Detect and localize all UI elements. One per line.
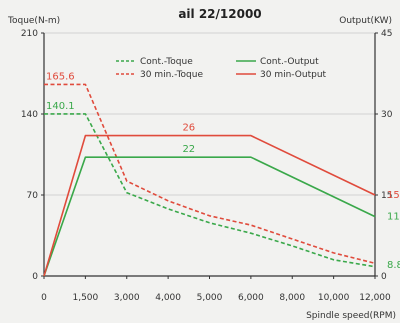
- y-right-tick-label: 15: [381, 191, 392, 201]
- legend: Cont.-Toque 30 min.-Toque Cont.-Output 30 m…: [116, 57, 327, 80]
- data-label: 22: [182, 144, 195, 155]
- y-left-tick-label: 70: [27, 191, 39, 201]
- y-right-tick-label: 45: [381, 29, 392, 39]
- legend-label: 30 min.-Toque: [140, 70, 203, 80]
- x-tick-label: 1,500: [72, 293, 98, 303]
- series-line-cont-toque: [44, 113, 376, 268]
- series-layer: [43, 83, 376, 277]
- data-label: 26: [182, 123, 195, 134]
- data-label: 11: [387, 212, 400, 223]
- y-right-tick-label: 30: [381, 110, 393, 120]
- data-label: 15: [387, 190, 400, 201]
- data-label: 140.1: [46, 101, 75, 112]
- series-line-30-min-toque: [44, 83, 376, 265]
- x-tick-label: 0: [41, 293, 47, 303]
- series-line-cont-output: [43, 156, 376, 277]
- legend-label: Cont.-Output: [260, 57, 319, 67]
- series-line-30-min-output: [43, 134, 376, 277]
- x-axis-label: Spindle speed(RPM): [306, 311, 396, 321]
- data-label: 165.6: [46, 71, 75, 82]
- chart-title: ail 22/12000: [178, 7, 261, 21]
- x-tick-label: 5,000: [197, 293, 223, 303]
- data-label: 8.8: [387, 260, 400, 271]
- legend-label: 30 min-Output: [260, 70, 327, 80]
- y-left-tick-label: 0: [32, 272, 38, 282]
- y-left-tick-label: 140: [21, 110, 38, 120]
- grid-lines: [44, 32, 375, 196]
- x-tick-label: 4,000: [155, 293, 181, 303]
- x-tick-label: 8,000: [279, 293, 305, 303]
- y-left-tick-label: 210: [21, 29, 38, 39]
- data-labels: 140.1 165.6 22 11 8.8 26 15: [46, 71, 400, 271]
- tick-labels: 0 1,500 3,000 4,000 5,000 6,000 8,000 10,000 12,…: [21, 29, 393, 303]
- x-tick-label: 3,000: [114, 293, 140, 303]
- x-tick-label: 6,000: [238, 293, 264, 303]
- y-right-tick-label: 0: [381, 272, 387, 282]
- y-axis-left-label: Toque(N-m): [7, 16, 60, 26]
- x-tick-label: 10,000: [318, 293, 350, 303]
- x-tick-label: 12,000: [359, 293, 391, 303]
- legend-label: Cont.-Toque: [140, 57, 193, 67]
- y-axis-right-label: Output(KW): [339, 16, 392, 26]
